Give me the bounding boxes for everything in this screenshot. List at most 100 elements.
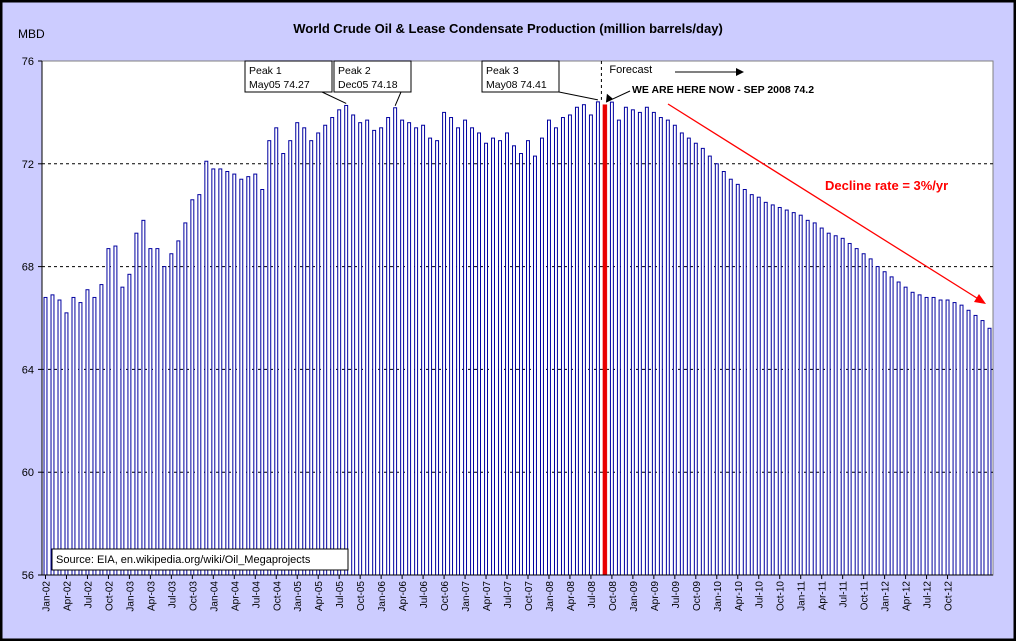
- bar: [784, 209, 789, 576]
- forecast-label: Forecast: [609, 64, 652, 76]
- x-tick-label: Jul-09: [671, 581, 682, 609]
- bar: [253, 173, 258, 576]
- peak1-box: [244, 60, 333, 93]
- bar: [491, 137, 495, 576]
- bar: [267, 140, 272, 576]
- y-axis-label: MBD: [18, 27, 45, 41]
- x-tick-label: Jul-10: [755, 581, 766, 609]
- x-tick-label: Jul-04: [251, 581, 262, 609]
- x-tick-label: Apr-12: [902, 581, 913, 611]
- bar: [560, 117, 565, 576]
- bar: [477, 132, 482, 576]
- x-tick-label: Apr-09: [650, 581, 661, 611]
- bar: [952, 302, 957, 576]
- x-tick-label: Oct-06: [440, 581, 451, 611]
- bar: [707, 155, 712, 576]
- x-tick-label: Apr-03: [146, 581, 157, 611]
- here-now-arrow-head: [605, 93, 613, 103]
- bar: [987, 327, 992, 576]
- x-tick-label: Jul-12: [923, 581, 934, 609]
- bar: [43, 296, 48, 576]
- peak1-leader: [321, 91, 347, 104]
- bar: [92, 296, 97, 576]
- bar: [868, 258, 873, 576]
- x-tick-label: Oct-09: [692, 581, 703, 611]
- bar: [924, 296, 929, 576]
- bar: [309, 140, 314, 576]
- x-tick-label: Jan-12: [881, 581, 892, 612]
- bar: [945, 299, 950, 576]
- decline-rate-label: Decline rate = 3%/yr: [825, 178, 948, 193]
- peak2-box: [333, 60, 412, 93]
- bar: [840, 237, 845, 576]
- x-tick-label: Oct-10: [776, 581, 787, 611]
- bar: [141, 219, 146, 576]
- bar: [407, 122, 412, 576]
- x-tick-label: Oct-03: [188, 581, 199, 611]
- peak1: Peak 1 May05 74.27: [244, 60, 347, 104]
- bar: [938, 299, 943, 576]
- bar: [288, 140, 293, 576]
- bar: [833, 235, 838, 576]
- bar: [71, 296, 76, 576]
- bar: [875, 266, 880, 576]
- y-tick-label: 68: [22, 262, 34, 274]
- bar: [826, 232, 831, 576]
- x-tick-label: Jan-09: [629, 581, 640, 612]
- bar: [693, 142, 698, 576]
- x-tick-label: Jul-02: [83, 581, 94, 609]
- bar: [847, 242, 852, 576]
- bar: [812, 222, 817, 576]
- bar: [588, 114, 593, 576]
- source-box: [51, 548, 349, 571]
- bar: [498, 140, 502, 576]
- bar: [749, 194, 754, 576]
- bar: [973, 314, 978, 576]
- bar: [337, 109, 342, 576]
- bar: [805, 219, 810, 576]
- x-tick-label: Oct-07: [524, 581, 535, 611]
- peak1-text: May05 74.27: [249, 79, 310, 91]
- bar: [162, 266, 167, 576]
- bar: [351, 114, 356, 576]
- bar: [742, 189, 747, 576]
- bar: [316, 132, 321, 576]
- x-tick-label: Jan-03: [125, 581, 136, 612]
- bar: [581, 104, 586, 576]
- x-tick-label: Apr-05: [314, 581, 325, 611]
- x-tick-label: Apr-04: [230, 581, 241, 611]
- forecast-arrow-head: [736, 68, 744, 76]
- bar: [155, 248, 160, 576]
- bar: [519, 153, 523, 576]
- bar: [428, 137, 433, 576]
- bar: [770, 204, 775, 576]
- bar: [120, 286, 125, 576]
- bar-current: [602, 104, 608, 576]
- x-tick-label: Oct-02: [104, 581, 115, 611]
- bar: [791, 212, 796, 576]
- bar: [421, 124, 426, 576]
- peak1-text: Peak 1: [249, 65, 282, 77]
- bar: [567, 114, 572, 576]
- x-tick-label: Apr-11: [818, 581, 829, 611]
- x-tick-label: Apr-08: [566, 581, 577, 611]
- bar: [609, 101, 614, 576]
- x-tick-label: Apr-02: [62, 581, 73, 611]
- bar: [714, 163, 719, 576]
- x-tick-label: Jul-11: [839, 581, 850, 608]
- x-tick-label: Jan-07: [461, 581, 472, 612]
- bar: [679, 132, 684, 576]
- x-tick-label: Jul-07: [503, 581, 514, 609]
- bar: [64, 312, 69, 576]
- bar: [134, 232, 139, 576]
- here-now-label: WE ARE HERE NOW - SEP 2008 74.2: [632, 84, 814, 96]
- peak3-text: May08 74.41: [486, 79, 547, 91]
- x-tick-label: Jan-10: [713, 581, 724, 612]
- bar: [190, 199, 195, 576]
- x-tick-label: Oct-12: [944, 581, 955, 611]
- bar: [665, 119, 670, 576]
- bar: [526, 140, 530, 576]
- x-tick-label: Apr-10: [734, 581, 745, 611]
